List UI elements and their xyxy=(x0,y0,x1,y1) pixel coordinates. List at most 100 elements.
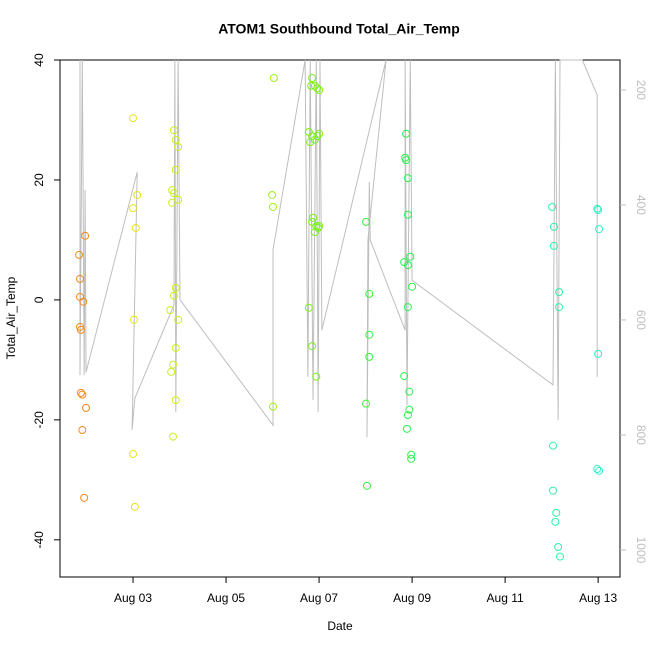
data-point xyxy=(171,343,180,352)
data-point xyxy=(166,306,175,315)
data-point xyxy=(594,349,603,358)
data-point xyxy=(555,303,564,312)
data-point xyxy=(76,325,85,334)
data-point xyxy=(129,315,138,324)
y-tick-label: 20 xyxy=(32,173,46,187)
data-point xyxy=(269,202,278,211)
data-point xyxy=(362,481,371,490)
y2-tick-label: 600 xyxy=(634,310,648,330)
data-point xyxy=(171,135,180,144)
data-point xyxy=(310,81,319,90)
data-point xyxy=(78,426,87,435)
x-tick-label: Aug 13 xyxy=(579,591,617,605)
data-point xyxy=(403,303,412,312)
data-point xyxy=(549,441,558,450)
data-point xyxy=(80,493,89,502)
data-point xyxy=(549,486,558,495)
data-point xyxy=(548,202,557,211)
data-point xyxy=(556,552,564,561)
data-point xyxy=(309,213,318,222)
x-tick-label: Aug 05 xyxy=(207,591,245,605)
data-point xyxy=(595,225,604,234)
data-point xyxy=(313,84,322,93)
data-point xyxy=(310,135,319,144)
data-point xyxy=(403,411,412,420)
data-point xyxy=(593,204,602,213)
data-point xyxy=(168,198,177,207)
data-point xyxy=(306,138,315,147)
data-point xyxy=(549,241,558,250)
data-point xyxy=(593,465,602,474)
data-point xyxy=(76,274,84,283)
data-point xyxy=(407,454,416,463)
x-tick-label: Aug 07 xyxy=(300,591,338,605)
data-point xyxy=(169,360,178,369)
data-point xyxy=(169,291,178,300)
y2-tick-label: 200 xyxy=(634,80,648,100)
data-point xyxy=(174,315,183,324)
data-point xyxy=(362,217,371,226)
data-point xyxy=(594,205,603,214)
data-point xyxy=(167,367,176,376)
data-point xyxy=(82,403,91,412)
data-point xyxy=(402,424,411,433)
data-point xyxy=(129,114,138,123)
data-point xyxy=(365,330,374,339)
data-point xyxy=(312,222,321,231)
data-point xyxy=(269,73,278,82)
data-point xyxy=(130,502,139,511)
chart-title: ATOM1 Southbound Total_Air_Temp xyxy=(218,21,460,37)
y2-tick-label: 1000 xyxy=(634,537,648,564)
data-point xyxy=(403,174,412,183)
data-point xyxy=(400,372,409,381)
data-point xyxy=(554,543,563,552)
data-point xyxy=(595,466,604,475)
data-point xyxy=(365,352,374,361)
data-point xyxy=(405,387,414,396)
data-point xyxy=(133,190,142,199)
data-point xyxy=(403,261,412,270)
data-point xyxy=(362,399,371,408)
data-point xyxy=(79,297,88,306)
data-point xyxy=(551,517,560,526)
data-point xyxy=(129,204,138,213)
data-point xyxy=(315,222,324,231)
data-point xyxy=(549,222,558,231)
y-tick-label: -20 xyxy=(32,411,46,429)
data-point xyxy=(78,390,87,399)
data-point xyxy=(403,210,412,219)
pressure-line xyxy=(79,59,598,438)
y-tick-label: 40 xyxy=(32,53,46,67)
y-axis-label: Total_Air_Temp xyxy=(4,276,18,359)
data-point xyxy=(169,126,178,135)
data-point xyxy=(405,405,414,414)
x-axis-label: Date xyxy=(327,619,353,633)
x-tick-label: Aug 03 xyxy=(114,591,152,605)
data-point xyxy=(174,142,183,151)
data-point xyxy=(402,129,411,138)
data-point xyxy=(365,289,374,298)
data-point xyxy=(406,252,415,261)
x-tick-label: Aug 11 xyxy=(487,591,524,605)
y-tick-label: 0 xyxy=(32,296,46,303)
data-point xyxy=(169,189,178,198)
data-point xyxy=(171,165,180,174)
data-point xyxy=(308,217,317,226)
plot-frame xyxy=(59,59,621,578)
data-point xyxy=(76,388,85,397)
data-point xyxy=(171,396,180,405)
data-point xyxy=(75,250,84,259)
data-point xyxy=(304,303,313,312)
data-point xyxy=(308,342,317,351)
data-point xyxy=(171,283,180,292)
data-point xyxy=(407,450,416,459)
y2-tick-label: 400 xyxy=(634,195,648,215)
data-point xyxy=(555,288,564,297)
y2-tick-label: 800 xyxy=(634,425,648,445)
data-point xyxy=(129,450,138,459)
data-point xyxy=(315,129,324,138)
data-point xyxy=(402,156,411,165)
data-point xyxy=(131,223,140,232)
